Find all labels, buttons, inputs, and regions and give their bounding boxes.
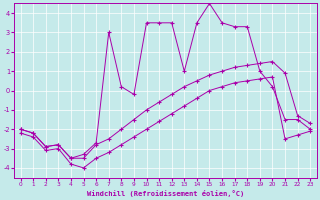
X-axis label: Windchill (Refroidissement éolien,°C): Windchill (Refroidissement éolien,°C)	[87, 190, 244, 197]
